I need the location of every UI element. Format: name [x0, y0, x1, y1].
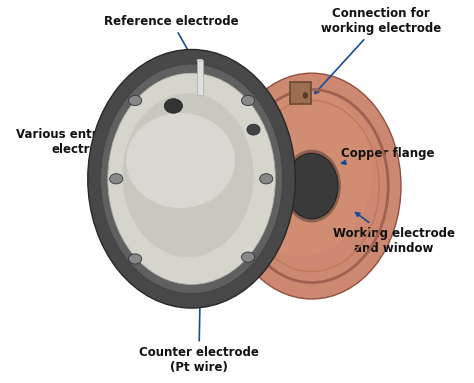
Ellipse shape	[260, 174, 273, 184]
Ellipse shape	[126, 113, 235, 208]
Ellipse shape	[128, 254, 142, 264]
Ellipse shape	[283, 150, 341, 223]
Ellipse shape	[100, 64, 283, 293]
Ellipse shape	[128, 95, 142, 106]
Ellipse shape	[197, 59, 203, 62]
FancyBboxPatch shape	[290, 82, 310, 104]
Text: Various entrances for
electrolyte: Various entrances for electrolyte	[16, 128, 159, 160]
Ellipse shape	[285, 153, 338, 219]
Text: Working electrode
and window: Working electrode and window	[333, 213, 455, 255]
Ellipse shape	[122, 93, 254, 257]
Ellipse shape	[241, 252, 255, 262]
Ellipse shape	[108, 73, 275, 285]
Ellipse shape	[241, 95, 255, 106]
Text: Copper flange: Copper flange	[341, 147, 435, 164]
Ellipse shape	[247, 124, 260, 135]
Ellipse shape	[229, 87, 372, 256]
Ellipse shape	[222, 73, 401, 299]
Text: Counter electrode
(Pt wire): Counter electrode (Pt wire)	[139, 271, 259, 374]
Ellipse shape	[88, 49, 295, 308]
Bar	[197, 61, 203, 95]
Text: Reference electrode: Reference electrode	[104, 15, 239, 65]
Ellipse shape	[164, 99, 182, 113]
Ellipse shape	[303, 92, 308, 99]
Text: Connection for
working electrode: Connection for working electrode	[315, 7, 441, 93]
Ellipse shape	[109, 174, 123, 184]
